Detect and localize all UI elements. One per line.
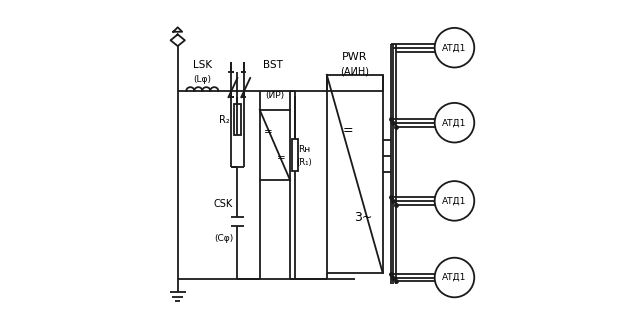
Circle shape [435, 258, 474, 297]
Bar [327, 75, 383, 273]
Bar [260, 110, 290, 180]
Text: R₂: R₂ [218, 115, 229, 125]
Circle shape [435, 28, 474, 68]
Text: АТД1: АТД1 [442, 196, 467, 205]
Text: =: = [343, 124, 354, 137]
Circle shape [435, 181, 474, 221]
Text: АТД1: АТД1 [442, 273, 467, 282]
Text: =: = [277, 153, 286, 163]
Circle shape [435, 103, 474, 143]
Text: LSK: LSK [193, 60, 212, 70]
Text: (АИН): (АИН) [340, 67, 369, 77]
Text: (R₁): (R₁) [296, 158, 312, 167]
Text: АТД1: АТД1 [442, 118, 467, 127]
Text: (Lφ): (Lφ) [193, 75, 211, 84]
Text: PWR: PWR [342, 52, 368, 62]
Text: АТД1: АТД1 [442, 43, 467, 52]
Text: (ИР): (ИР) [265, 91, 285, 100]
Bar [292, 139, 298, 171]
Bar [234, 104, 241, 136]
Text: CSK: CSK [213, 199, 232, 209]
Text: =: = [264, 128, 272, 137]
Text: BST: BST [263, 60, 283, 70]
Text: Rн: Rн [298, 145, 310, 154]
Text: 3~: 3~ [354, 211, 372, 224]
Text: (Cφ): (Cφ) [214, 234, 234, 243]
